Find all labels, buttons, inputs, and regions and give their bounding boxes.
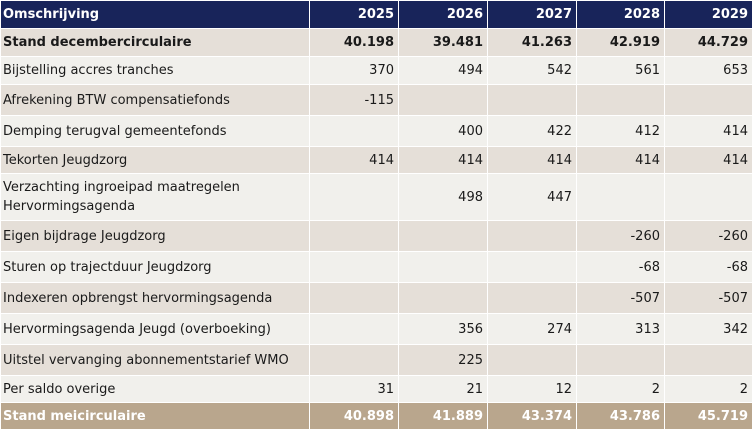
value-cell: 42.919 <box>577 29 665 57</box>
value-cell: -260 <box>577 221 665 252</box>
value-cell <box>577 345 665 376</box>
value-cell: -507 <box>665 283 752 314</box>
value-cell: 494 <box>399 57 488 85</box>
value-cell: 39.481 <box>399 29 488 57</box>
value-cell: 447 <box>488 174 577 221</box>
table-row: Afrekening BTW compensatiefonds-115 <box>1 85 752 116</box>
header-2026: 2026 <box>399 1 488 29</box>
value-cell <box>399 85 488 116</box>
value-cell: 498 <box>399 174 488 221</box>
value-cell: 40.198 <box>310 29 399 57</box>
value-cell <box>577 85 665 116</box>
value-cell: -68 <box>577 252 665 283</box>
row-label: Tekorten Jeugdzorg <box>1 147 310 174</box>
value-cell: 41.263 <box>488 29 577 57</box>
row-label: Hervormingsagenda Jeugd (overboeking) <box>1 314 310 345</box>
value-cell: 313 <box>577 314 665 345</box>
value-cell <box>488 252 577 283</box>
value-cell <box>488 221 577 252</box>
value-cell: 21 <box>399 376 488 403</box>
value-cell <box>399 252 488 283</box>
row-label: Sturen op trajectduur Jeugdzorg <box>1 252 310 283</box>
header-omschrijving: Omschrijving <box>1 1 310 29</box>
value-cell <box>399 283 488 314</box>
value-cell <box>310 345 399 376</box>
value-cell <box>310 252 399 283</box>
value-cell <box>310 174 399 221</box>
total-cell: 41.889 <box>399 403 488 430</box>
value-cell <box>665 345 752 376</box>
total-cell: 40.898 <box>310 403 399 430</box>
value-cell: 31 <box>310 376 399 403</box>
value-cell <box>488 345 577 376</box>
value-cell: 422 <box>488 116 577 147</box>
total-cell: 45.719 <box>665 403 752 430</box>
row-label: Uitstel vervanging abonnementstarief WMO <box>1 345 310 376</box>
table-row: Uitstel vervanging abonnementstarief WMO… <box>1 345 752 376</box>
total-cell: 43.374 <box>488 403 577 430</box>
header-2028: 2028 <box>577 1 665 29</box>
value-cell: 274 <box>488 314 577 345</box>
value-cell <box>310 283 399 314</box>
row-label: Eigen bijdrage Jeugdzorg <box>1 221 310 252</box>
value-cell: 225 <box>399 345 488 376</box>
row-label: Stand decembercirculaire <box>1 29 310 57</box>
value-cell: 370 <box>310 57 399 85</box>
value-cell <box>310 221 399 252</box>
value-cell: 44.729 <box>665 29 752 57</box>
header-2029: 2029 <box>665 1 752 29</box>
value-cell: 356 <box>399 314 488 345</box>
value-cell: -115 <box>310 85 399 116</box>
value-cell <box>399 221 488 252</box>
header-2025: 2025 <box>310 1 399 29</box>
total-row: Stand meicirculaire 40.898 41.889 43.374… <box>1 403 752 430</box>
value-cell: 342 <box>665 314 752 345</box>
value-cell: 653 <box>665 57 752 85</box>
table-row: Indexeren opbrengst hervormingsagenda -50… <box>1 283 752 314</box>
row-label: Indexeren opbrengst hervormingsagenda <box>1 283 310 314</box>
value-cell <box>665 85 752 116</box>
value-cell: 2 <box>665 376 752 403</box>
table-row: Verzachting ingroeipad maatregelen Hervo… <box>1 174 752 221</box>
header-row: Omschrijving 2025 2026 2027 2028 2029 <box>1 1 752 29</box>
value-cell: 414 <box>577 147 665 174</box>
value-cell: 412 <box>577 116 665 147</box>
total-cell: 43.786 <box>577 403 665 430</box>
table-row: Sturen op trajectduur Jeugdzorg -68-68 <box>1 252 752 283</box>
row-label: Demping terugval gemeentefonds <box>1 116 310 147</box>
value-cell <box>665 174 752 221</box>
row-label: Bijstelling accres tranches <box>1 57 310 85</box>
value-cell: 2 <box>577 376 665 403</box>
value-cell: 414 <box>665 147 752 174</box>
table-row: Eigen bijdrage Jeugdzorg -260-260 <box>1 221 752 252</box>
table-row: Hervormingsagenda Jeugd (overboeking) 356… <box>1 314 752 345</box>
value-cell: 12 <box>488 376 577 403</box>
row-label: Verzachting ingroeipad maatregelen Hervo… <box>1 174 310 221</box>
value-cell <box>488 283 577 314</box>
value-cell: -260 <box>665 221 752 252</box>
value-cell: 542 <box>488 57 577 85</box>
value-cell: -507 <box>577 283 665 314</box>
value-cell: 414 <box>488 147 577 174</box>
value-cell: 400 <box>399 116 488 147</box>
value-cell <box>488 85 577 116</box>
value-cell <box>310 314 399 345</box>
row-label: Afrekening BTW compensatiefonds <box>1 85 310 116</box>
value-cell: 414 <box>399 147 488 174</box>
value-cell <box>310 116 399 147</box>
header-2027: 2027 <box>488 1 577 29</box>
total-label: Stand meicirculaire <box>1 403 310 430</box>
value-cell: -68 <box>665 252 752 283</box>
value-cell <box>577 174 665 221</box>
row-label: Per saldo overige <box>1 376 310 403</box>
value-cell: 561 <box>577 57 665 85</box>
value-cell: 414 <box>310 147 399 174</box>
value-cell: 414 <box>665 116 752 147</box>
